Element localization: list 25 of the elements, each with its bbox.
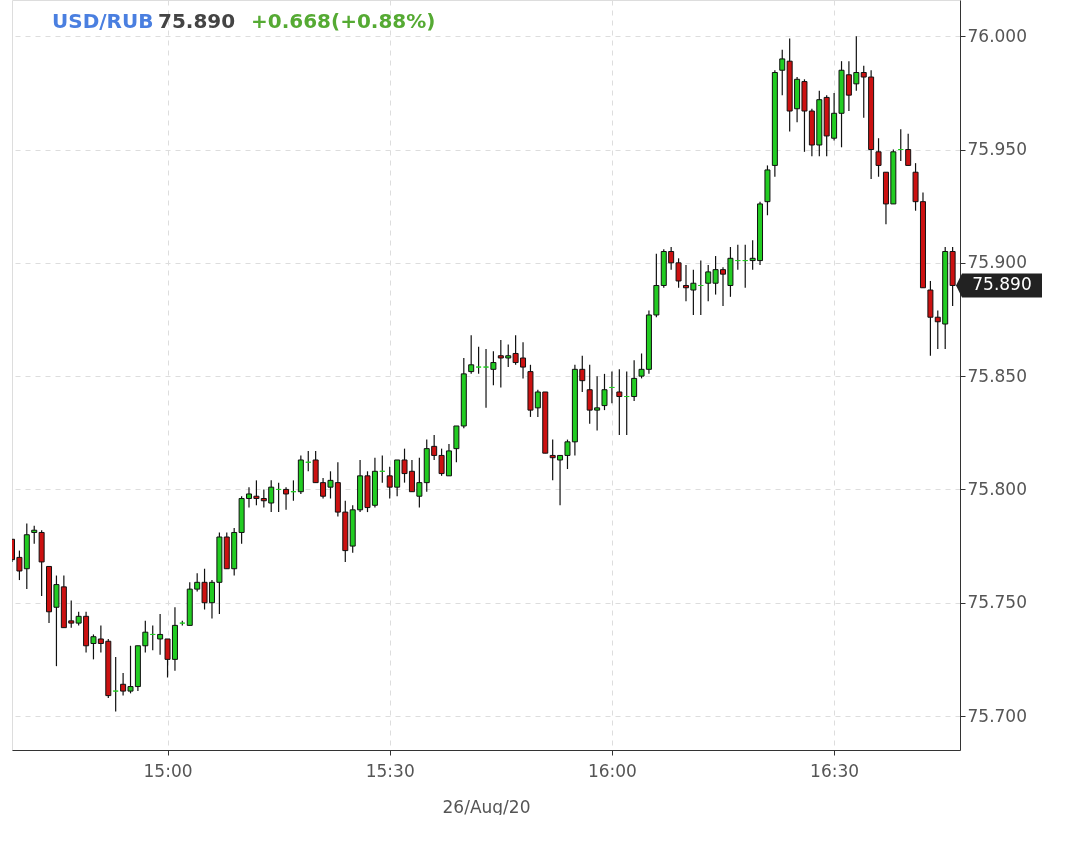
y-tick-label: 75.850 [967, 365, 1027, 386]
text: 75.890 [972, 274, 1032, 295]
candlestick [601, 373, 608, 411]
candlestick [616, 368, 623, 436]
annotation: 75.890 [158, 9, 236, 33]
x-tick-label: 16:30 [810, 760, 860, 781]
candlestick [905, 133, 912, 167]
candlestick [779, 49, 786, 96]
annotation: +0.668(+0.88%) [251, 9, 436, 33]
candlestick [468, 334, 475, 375]
candlestick [283, 486, 290, 511]
candlestick [112, 656, 119, 713]
y-tick-label: 75.750 [967, 592, 1027, 613]
y-tick-label: 75.700 [967, 705, 1027, 726]
y-tick-label: 75.900 [967, 252, 1027, 273]
candlestick [631, 359, 638, 402]
candlestick [875, 137, 882, 178]
y-tick-label: 75.800 [967, 478, 1027, 499]
y-tick-label: 75.950 [967, 139, 1027, 160]
x-tick-label: 16:00 [587, 760, 637, 781]
text: USD/RUB [52, 9, 154, 33]
y-tick-label: 76.000 [967, 25, 1027, 46]
x-tick-label: 15:30 [365, 760, 415, 781]
x-tick-label: 15:00 [143, 760, 193, 781]
candlestick [475, 346, 482, 375]
